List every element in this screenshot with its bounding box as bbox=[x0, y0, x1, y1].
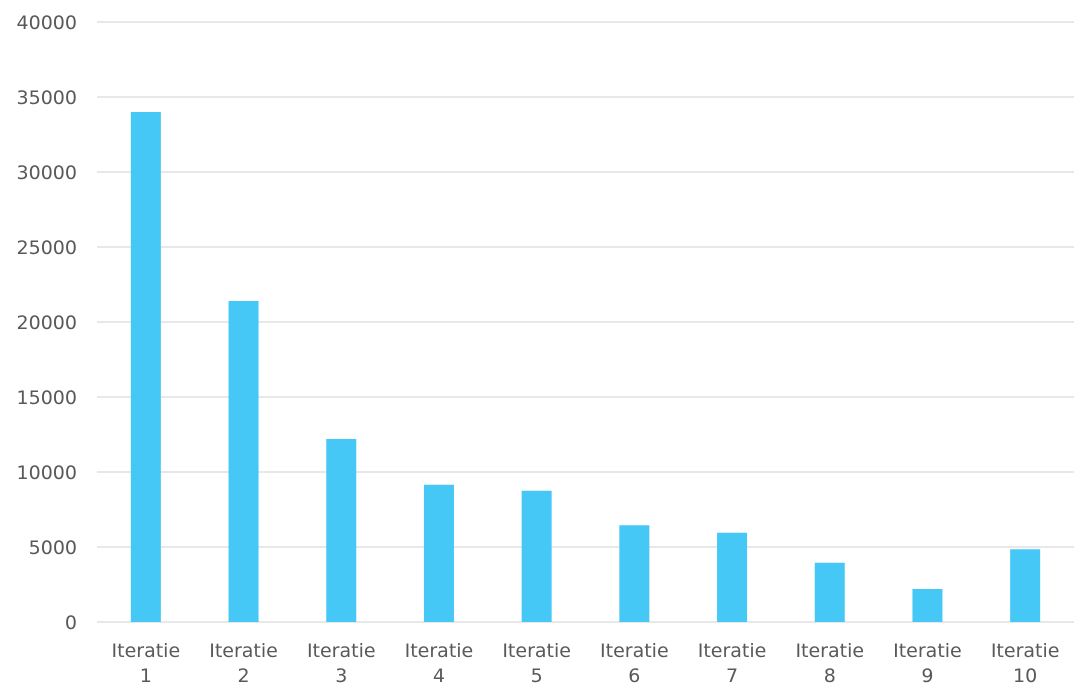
y-tick-label: 40000 bbox=[17, 12, 77, 34]
x-tick-label: Iteratie 6 bbox=[600, 640, 669, 687]
bar-iteratie-7 bbox=[717, 532, 748, 622]
x-tick-label: Iteratie 5 bbox=[502, 640, 571, 687]
bars bbox=[130, 112, 1041, 622]
x-tick-label: Iteratie 3 bbox=[307, 640, 376, 687]
x-tick-label-line: 7 bbox=[726, 665, 738, 687]
x-tick-label: Iteratie 1 bbox=[112, 640, 181, 687]
x-tick-label-line: Iteratie bbox=[307, 640, 376, 662]
y-tick-label: 0 bbox=[65, 612, 77, 634]
bar-iteratie-2 bbox=[228, 301, 259, 622]
x-tick-label: Iteratie 4 bbox=[405, 640, 474, 687]
x-tick-label-line: Iteratie bbox=[991, 640, 1060, 662]
x-tick-label-line: 8 bbox=[824, 665, 836, 687]
y-tick-label: 25000 bbox=[17, 237, 77, 259]
x-tick-label-line: Iteratie bbox=[112, 640, 181, 662]
x-tick-label-line: 4 bbox=[433, 665, 445, 687]
x-tick-label-line: 2 bbox=[238, 665, 250, 687]
bar-iteratie-8 bbox=[814, 562, 845, 622]
y-tick-label: 30000 bbox=[17, 162, 77, 184]
x-tick-label-line: Iteratie bbox=[405, 640, 474, 662]
x-tick-label: Iteratie 7 bbox=[698, 640, 767, 687]
x-tick-label-line: 5 bbox=[531, 665, 543, 687]
y-tick-label: 15000 bbox=[17, 387, 77, 409]
y-axis-tick-labels: 0 5000 10000 15000 20000 25000 30000 35000 40000 bbox=[17, 12, 77, 634]
bar-iteratie-1 bbox=[130, 112, 161, 622]
x-tick-label-line: Iteratie bbox=[893, 640, 962, 662]
x-tick-label-line: Iteratie bbox=[209, 640, 278, 662]
x-tick-label: Iteratie 9 bbox=[893, 640, 962, 687]
x-tick-label-line: Iteratie bbox=[502, 640, 571, 662]
x-tick-label-line: Iteratie bbox=[600, 640, 669, 662]
y-tick-label: 5000 bbox=[29, 537, 77, 559]
y-tick-label: 35000 bbox=[17, 87, 77, 109]
x-tick-label-line: Iteratie bbox=[698, 640, 767, 662]
x-tick-label-line: 10 bbox=[1013, 665, 1037, 687]
x-tick-label-line: 3 bbox=[335, 665, 347, 687]
y-tick-label: 10000 bbox=[17, 462, 77, 484]
x-tick-label: Iteratie 2 bbox=[209, 640, 278, 687]
y-tick-label: 20000 bbox=[17, 312, 77, 334]
x-tick-label-line: Iteratie bbox=[795, 640, 864, 662]
bar-iteratie-3 bbox=[326, 439, 357, 622]
x-tick-label: Iteratie 10 bbox=[991, 640, 1060, 687]
bar-iteratie-9 bbox=[912, 589, 943, 622]
bar-iteratie-6 bbox=[619, 525, 650, 622]
bar-iteratie-5 bbox=[521, 490, 552, 622]
x-tick-label-line: 1 bbox=[140, 665, 152, 687]
x-tick-label-line: 6 bbox=[628, 665, 640, 687]
gridlines bbox=[97, 21, 1074, 623]
bar-iteratie-10 bbox=[1010, 549, 1041, 622]
x-tick-label-line: 9 bbox=[921, 665, 933, 687]
x-tick-label: Iteratie 8 bbox=[795, 640, 864, 687]
bar-iteratie-4 bbox=[423, 484, 454, 622]
